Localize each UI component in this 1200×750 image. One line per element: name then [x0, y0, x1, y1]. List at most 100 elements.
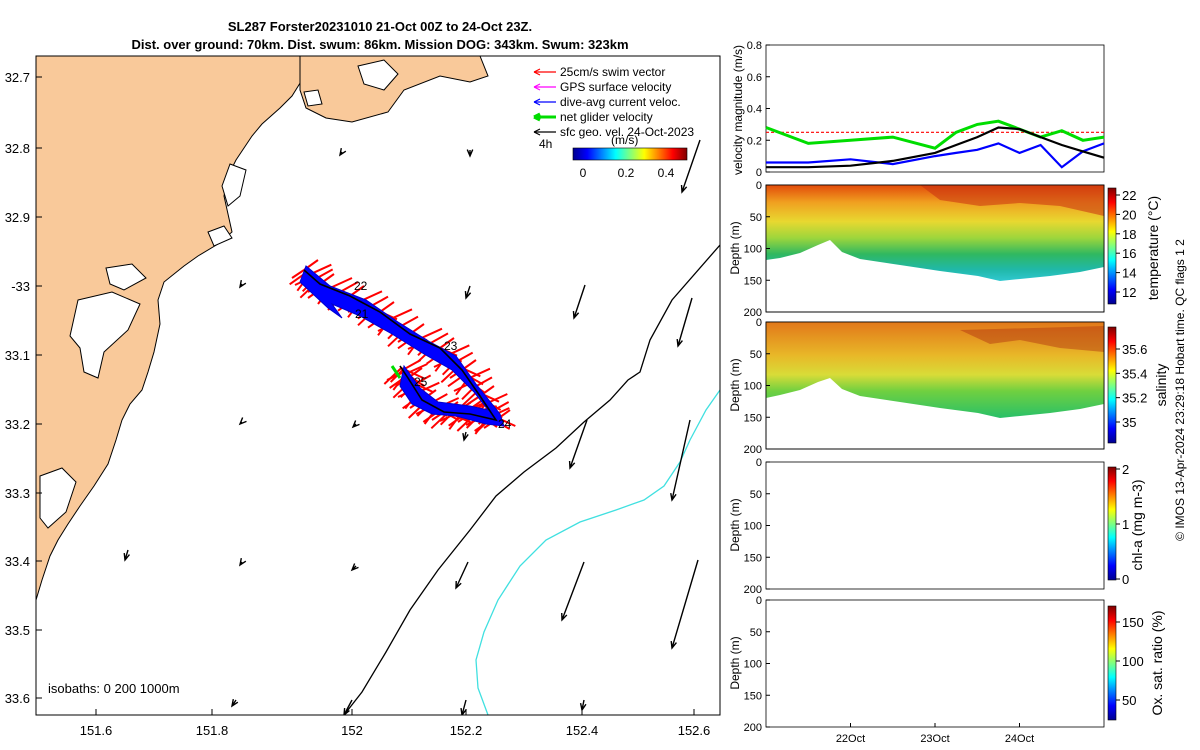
time-x-tick-label: 24Oct [1005, 733, 1034, 745]
salinity-y-tick-label: 50 [750, 349, 762, 361]
salinity-y-tick-label: 200 [744, 444, 762, 456]
swim-vector [329, 277, 353, 289]
current-vector-arrow [561, 561, 585, 622]
velocity-y-tick-label: 0 [756, 167, 762, 179]
chla-ylabel: Depth (m) [728, 498, 742, 551]
chla-cb-tick-label: 0 [1122, 572, 1129, 587]
chla-y-tick-label: 100 [744, 521, 762, 533]
oxygen-cb-label: Ox. sat. ratio (%) [1149, 610, 1165, 715]
colorbar-tick-label: 0 [580, 166, 587, 180]
swim-vector [383, 367, 403, 385]
current-vector-arrow [670, 559, 699, 650]
salinity-y-axis: 0 50 100 150 200 [744, 317, 770, 456]
current-vector-arrow [676, 297, 693, 348]
oxygen-colorbar [1107, 605, 1117, 721]
oxygen-cb-tick-label: 100 [1122, 654, 1144, 669]
legend-arrowhead [533, 68, 541, 76]
legend-label: net glider velocity [560, 110, 653, 124]
oxygen-y-tick-label: 0 [756, 595, 762, 607]
map-y-tick-label: 33.4 [5, 554, 30, 569]
velocity-y-axis: 0 0.2 0.4 0.6 0.8 [747, 40, 770, 179]
current-vector-arrow [680, 139, 701, 194]
lake [221, 163, 247, 207]
salinity-ylabel: Depth (m) [728, 358, 742, 411]
chla-cb-label: chl-a (mg m-3) [1129, 479, 1145, 570]
map-y-tick-label: 33.6 [5, 691, 30, 706]
legend-arrowhead [533, 83, 541, 91]
current-vector-arrow [464, 285, 472, 300]
speed-colorbar-ticks: 0 0.2 0.4 [580, 166, 675, 180]
swim-vector [379, 301, 395, 313]
map-x-tick-label: 151.8 [196, 723, 229, 738]
isobaths-label: isobaths: 0 200 1000m [48, 681, 180, 696]
map-x-tick-label: 152.2 [450, 723, 483, 738]
current-vector-arrow [460, 699, 467, 715]
current-vector-arrow [339, 147, 347, 157]
temperature-cb-tick-label: 18 [1122, 227, 1136, 242]
current-vector-arrow [350, 563, 359, 572]
day-label: 21 [355, 307, 369, 321]
day-label: 25 [414, 375, 428, 389]
map-y-tick-label: 32.7 [5, 70, 30, 85]
day-label: 24 [498, 417, 512, 431]
chla-y-tick-label: 0 [756, 457, 762, 469]
current-vector-arrow [572, 284, 586, 320]
current-vector-arrow [238, 417, 247, 426]
net-velocity-marker [390, 365, 402, 379]
temperature-cb-label: temperature (°C) [1145, 196, 1161, 300]
swim-vector [429, 332, 449, 345]
oxygen-y-tick-label: 50 [750, 627, 762, 639]
map-y-tick-label: 32.9 [5, 210, 30, 225]
oxygen-y-axis: 0 50 100 150 200 [744, 595, 770, 734]
swim-vector [467, 367, 491, 380]
legend-label: GPS surface velocity [560, 80, 671, 94]
lake [207, 225, 233, 247]
chla-panel: 0 50 100 150 200 Depth (m) 0 1 2 chl-a (mg m-3… [728, 457, 1145, 596]
temperature-panel: 0 50 100 150 200 Depth (m) 12 14 16 18 20 22 temp… [728, 180, 1161, 319]
chla-y-tick-label: 50 [750, 489, 762, 501]
velocity-y-tick-label: 0.2 [747, 135, 762, 147]
lake [69, 291, 141, 379]
lake [357, 59, 399, 91]
speed-colorbar [572, 147, 688, 161]
current-vector-arrow [455, 561, 469, 590]
salinity-section [766, 322, 1104, 418]
glider-path [303, 269, 498, 422]
map-y-tick-label: 33.2 [5, 417, 30, 432]
map-x-axis: 151.6 151.8 152 152.2 152.4 152.6 [80, 709, 710, 738]
salinity-panel: 0 50 100 150 200 Depth (m) 35 35.2 35.4 35.6 sa… [728, 317, 1169, 456]
oxygen-y-tick-label: 150 [744, 690, 762, 702]
time-x-axis: 22Oct 23Oct 24Oct [836, 723, 1034, 745]
oxygen-panel: 0 50 100 150 200 Depth (m) 50 100 150 Ox. sat.… [728, 595, 1165, 745]
map-y-tick-label: 33.1 [5, 348, 30, 363]
salinity-cb-tick-label: 35.2 [1122, 391, 1147, 406]
temperature-y-axis: 0 50 100 150 200 [744, 180, 770, 319]
colorbar-tick-label: 0.2 [618, 166, 635, 180]
oxygen-colorbar-ticks: 50 100 150 [1116, 615, 1144, 708]
salinity-cb-tick-label: 35 [1122, 415, 1136, 430]
map-y-axis: 32.7 32.8 32.9 -33 33.1 33.2 33.3 33.4 33.5 33.6 [5, 70, 42, 706]
temperature-colorbar [1107, 187, 1117, 305]
salinity-cb-tick-label: 35.4 [1122, 366, 1147, 381]
colorbar-tick-label: 0.4 [658, 166, 675, 180]
chla-cb-tick-label: 1 [1122, 517, 1129, 532]
swim-vector [291, 269, 305, 279]
salinity-y-tick-label: 150 [744, 412, 762, 424]
current-vector-arrow [466, 149, 474, 158]
velocity-y-tick-label: 0.6 [747, 72, 762, 84]
land-mass [36, 56, 306, 601]
legend-arrowhead [533, 128, 541, 136]
lake [105, 263, 147, 291]
map-x-tick-label: 151.6 [80, 723, 113, 738]
isobath-200 [343, 244, 720, 715]
temperature-y-tick-label: 200 [744, 307, 762, 319]
swim-vector [389, 308, 413, 321]
oxygen-ylabel: Depth (m) [728, 636, 742, 689]
temperature-ylabel: Depth (m) [728, 221, 742, 274]
velocity-ylabel: velocity magnitude (m/s) [731, 45, 745, 175]
salinity-colorbar-ticks: 35 35.2 35.4 35.6 [1116, 342, 1147, 430]
oxygen-cb-tick-label: 50 [1122, 693, 1136, 708]
salinity-cb-label: salinity [1153, 364, 1169, 407]
